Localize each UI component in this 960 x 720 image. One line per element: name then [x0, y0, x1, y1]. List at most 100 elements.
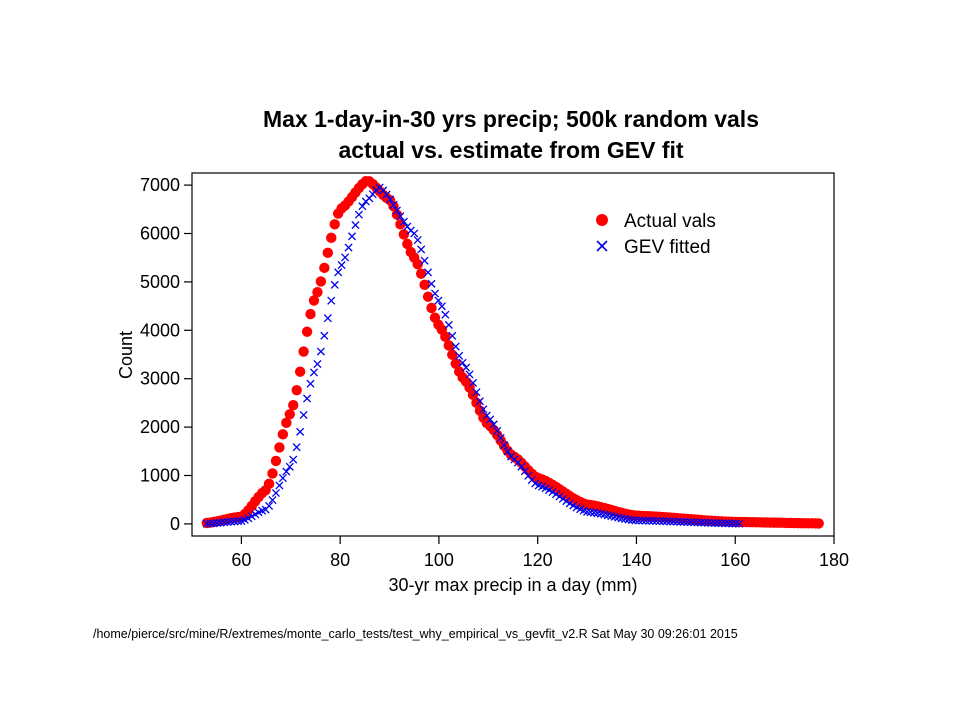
footer-script-path: /home/pierce/src/mine/R/extremes/monte_c…: [93, 627, 738, 641]
actual-point: [308, 295, 320, 306]
actual-point: [315, 276, 327, 287]
gev-point: [209, 519, 218, 528]
x-axis-label: 30-yr max precip in a day (mm): [388, 575, 637, 595]
gev-point: [493, 426, 502, 435]
gev-point: [700, 518, 709, 527]
legend-label-actual: Actual vals: [624, 211, 716, 232]
actual-point: [412, 259, 423, 270]
gev-point: [341, 253, 350, 262]
gev-point: [448, 331, 457, 340]
gev-point: [690, 518, 699, 527]
gev-point: [313, 359, 322, 369]
y-tick-label: 6000: [140, 224, 180, 244]
gev-point: [704, 518, 713, 527]
gev-point: [520, 467, 529, 476]
gev-point: [707, 518, 716, 527]
actual-point: [312, 286, 323, 298]
gev-point: [292, 443, 301, 452]
gev-point: [627, 515, 637, 525]
gev-point: [233, 517, 242, 526]
gev-point: [472, 388, 481, 397]
gev-point: [662, 517, 671, 526]
gev-point: [669, 517, 678, 526]
gev-point: [583, 507, 592, 516]
gev-point: [465, 370, 474, 379]
gev-point: [351, 220, 360, 230]
x-tick-label: 140: [621, 550, 651, 570]
gev-point: [486, 415, 495, 424]
legend-label-gev: GEV fitted: [624, 237, 711, 258]
gev-point: [202, 519, 211, 528]
gev-point: [282, 467, 291, 476]
actual-point: [813, 518, 824, 529]
series-actual-vals: [201, 175, 824, 529]
gev-point: [230, 517, 239, 526]
actual-point: [284, 409, 295, 420]
actual-point: [450, 358, 461, 369]
y-tick-label: 0: [170, 514, 180, 534]
gev-point: [728, 519, 737, 528]
gev-point: [275, 481, 284, 490]
gev-point: [475, 397, 484, 406]
y-axis-label: Count: [116, 331, 136, 379]
gev-point: [655, 517, 664, 526]
series-gev-fitted: [202, 183, 744, 528]
gev-point: [410, 229, 419, 238]
gev-point: [213, 518, 222, 528]
actual-point: [277, 429, 289, 440]
actual-point: [426, 302, 437, 314]
gev-point: [358, 202, 367, 211]
gev-point: [717, 519, 726, 528]
actual-point: [322, 247, 334, 259]
gev-point: [631, 516, 640, 525]
gev-point: [299, 410, 308, 420]
y-tick-label: 1000: [140, 466, 180, 486]
gev-point: [382, 190, 391, 199]
gev-point: [503, 447, 512, 456]
legend: Actual vals GEV fitted: [596, 211, 716, 258]
gev-point: [420, 256, 429, 265]
actual-point: [305, 308, 316, 320]
gev-point: [517, 462, 526, 471]
actual-point: [274, 442, 285, 453]
gev-point: [697, 518, 706, 527]
gev-point: [309, 368, 319, 377]
actual-point: [440, 331, 451, 343]
gev-point: [334, 268, 343, 277]
gev-point: [458, 358, 467, 367]
x-tick-label: 120: [523, 550, 553, 570]
actual-point: [326, 232, 337, 244]
gev-point: [551, 490, 561, 499]
actual-point: [298, 346, 309, 357]
actual-point: [419, 279, 430, 291]
gev-point: [496, 433, 505, 443]
gev-point: [306, 379, 315, 388]
y-tick-label: 4000: [140, 320, 180, 340]
y-tick-label: 2000: [140, 417, 180, 437]
actual-point: [402, 238, 413, 250]
gev-point: [731, 519, 740, 528]
gev-point: [289, 455, 298, 464]
actual-point: [422, 291, 434, 302]
gev-point: [354, 210, 363, 219]
chart-subtitle: actual vs. estimate from GEV fit: [338, 137, 683, 163]
gev-point: [206, 519, 215, 528]
gev-point: [648, 516, 657, 525]
gev-point: [659, 517, 668, 526]
gev-point: [638, 516, 647, 525]
actual-point: [398, 229, 410, 240]
gev-point: [396, 212, 405, 221]
gev-point: [735, 519, 744, 528]
gev-point: [330, 280, 339, 289]
gev-point: [278, 473, 287, 483]
actual-point: [288, 399, 299, 411]
gev-point: [226, 517, 236, 526]
legend-marker-gev: [596, 240, 608, 252]
y-tick-label: 7000: [140, 175, 180, 195]
gev-point: [344, 243, 353, 252]
y-tick-label: 3000: [140, 369, 180, 389]
gev-point: [423, 268, 433, 277]
actual-point: [294, 366, 306, 377]
chart-title: Max 1-day-in-30 yrs precip; 500k random …: [263, 106, 759, 132]
gev-point: [558, 494, 567, 503]
